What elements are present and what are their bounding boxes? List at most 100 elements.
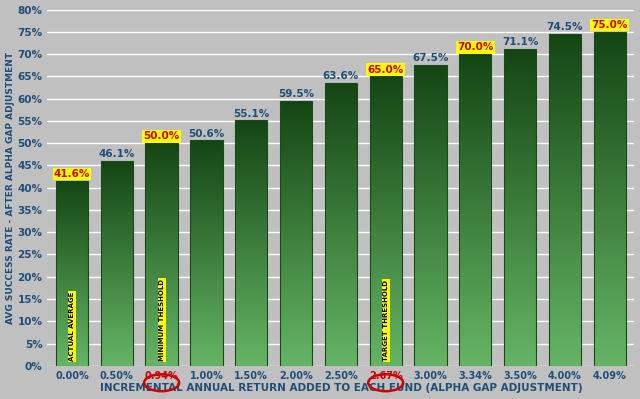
Bar [594,261,626,266]
Bar [145,190,178,193]
Bar [549,192,581,196]
Bar [324,168,357,171]
Bar [56,264,88,266]
Bar [460,265,492,269]
Bar [56,199,88,201]
Bar [190,188,223,191]
Bar [414,242,447,245]
Bar [145,204,178,207]
Bar [594,140,626,144]
Bar [190,276,223,279]
Bar [235,246,268,249]
Bar [504,101,536,105]
Bar [504,196,536,200]
Bar [280,184,312,187]
Bar [324,249,357,253]
Bar [594,190,626,195]
Bar [414,152,447,155]
Bar [594,324,626,328]
Bar [145,324,178,327]
Bar [190,295,223,298]
Bar [190,321,223,324]
Bar [280,359,312,363]
Bar [324,345,357,348]
Bar [280,343,312,346]
Bar [235,197,268,200]
Bar [369,279,402,282]
Bar [369,359,402,362]
Bar [460,132,492,136]
Bar [324,306,357,309]
Bar [280,283,312,286]
Bar [324,153,357,157]
Bar [504,259,536,263]
Bar [414,261,447,265]
Bar [414,73,447,77]
Bar [145,313,178,316]
Bar [549,96,581,101]
Bar [100,335,133,338]
Bar [190,205,223,208]
Bar [190,256,223,259]
Bar [549,287,581,291]
Bar [504,148,536,152]
Bar [549,233,581,237]
Bar [504,203,536,207]
Bar [235,145,268,148]
Bar [190,228,223,231]
Bar [460,128,492,132]
Bar [190,186,223,188]
Bar [369,286,402,290]
Bar [414,358,447,362]
Bar [235,188,268,191]
Bar [549,200,581,204]
Bar [549,221,581,225]
Bar [549,258,581,262]
Bar [190,298,223,301]
Bar [504,358,536,362]
Bar [145,321,178,324]
Bar [549,175,581,179]
Bar [594,270,626,274]
Bar [190,140,223,143]
Bar [100,279,133,281]
Bar [100,284,133,286]
Bar [414,257,447,261]
Bar [280,257,312,260]
Bar [369,297,402,301]
Bar [504,136,536,140]
Bar [280,150,312,154]
Bar [100,263,133,266]
Bar [504,184,536,188]
Bar [324,231,357,235]
Bar [280,227,312,230]
Bar [280,121,312,124]
Bar [369,98,402,102]
Bar [56,336,88,338]
Bar [190,149,223,152]
Bar [145,215,178,218]
Bar [324,362,357,366]
Bar [235,344,268,348]
Bar [460,81,492,85]
Bar [324,189,357,192]
Bar [549,324,581,328]
Bar [56,343,88,345]
Bar [549,55,581,59]
Bar [280,270,312,273]
Bar [460,54,492,58]
Bar [56,296,88,299]
Bar [280,170,312,174]
Text: 50.0%: 50.0% [143,131,180,141]
Bar [280,300,312,303]
Bar [549,271,581,275]
Bar [594,119,626,124]
Bar [100,250,133,253]
Bar [414,272,447,276]
Bar [504,223,536,227]
Bar [145,282,178,285]
Bar [414,253,447,257]
Bar [56,227,88,229]
Bar [56,206,88,208]
Bar [100,194,133,196]
